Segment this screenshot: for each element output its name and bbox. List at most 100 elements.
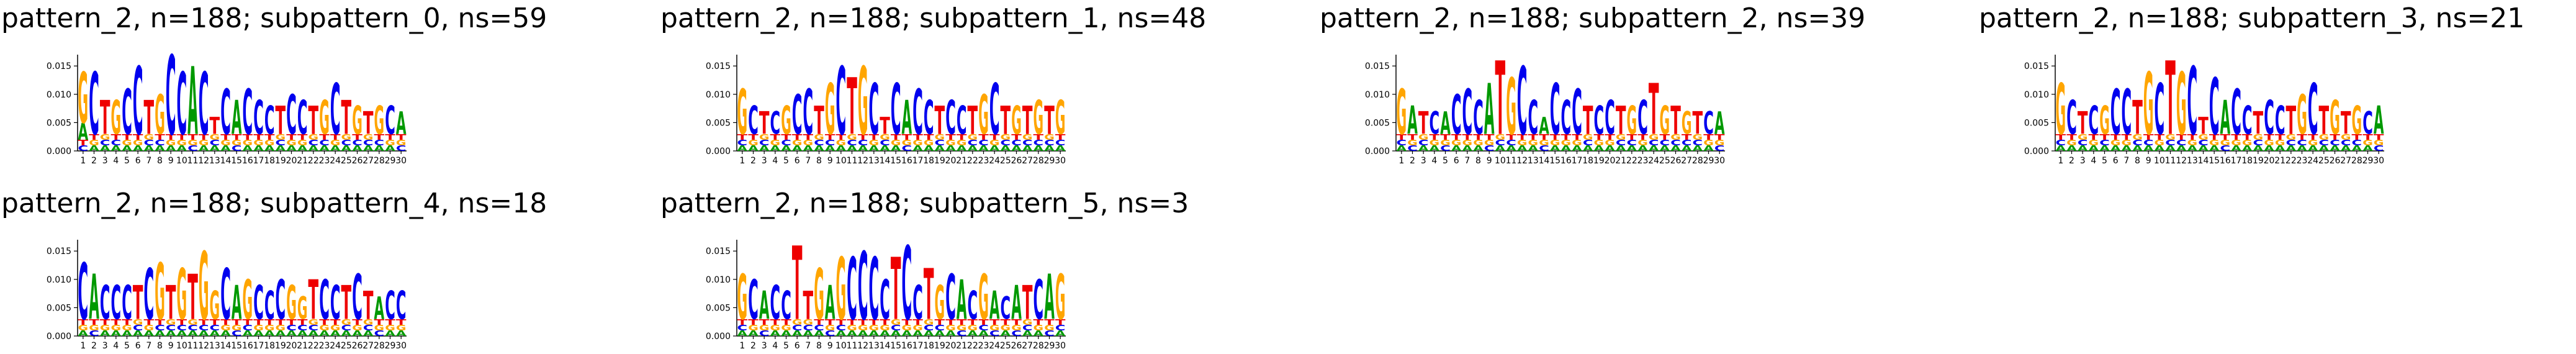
x-tick-label: 9 <box>827 156 833 166</box>
logo-letter: G <box>957 323 967 332</box>
logo-letter: A <box>2132 143 2143 153</box>
logo-letter: C <box>2176 138 2187 147</box>
logo-letter: G <box>2209 138 2220 147</box>
logo-letter: T <box>78 138 89 147</box>
logo-letter: T <box>308 98 319 143</box>
logo-letter: C <box>89 329 99 338</box>
logo-letter: C <box>759 329 770 338</box>
logo-letter: C <box>935 138 945 147</box>
logo-letter: C <box>825 138 835 147</box>
logo-letter: A <box>89 143 99 153</box>
logo-letter: C <box>385 283 395 329</box>
logo-letter: A <box>814 143 824 153</box>
logo-letter: G <box>385 323 395 332</box>
logo-letter: A <box>1044 143 1055 153</box>
logo-letter: T <box>253 317 264 327</box>
logo-letter: T <box>133 276 143 330</box>
logo-letter: G <box>781 98 791 143</box>
logo-letter: G <box>2176 55 2187 155</box>
logo-letter: G <box>935 132 945 142</box>
logo-letter: A <box>825 276 835 330</box>
logo-letter: A <box>341 329 352 338</box>
logo-letter: C <box>1055 138 1066 147</box>
logo-letter: T <box>968 317 978 327</box>
logo-letter: T <box>297 132 308 142</box>
x-tick-label: 2 <box>750 341 756 351</box>
logo-letter: A <box>319 329 330 338</box>
logo-letter: A <box>1473 143 1484 153</box>
x-tick-label: 19 <box>934 341 945 351</box>
x-tick-label: 15 <box>890 156 901 166</box>
logo-letter: A <box>2275 143 2286 153</box>
logo-letter: T <box>155 132 165 142</box>
logo-letter: G <box>737 261 748 334</box>
logo-letter: A <box>1670 143 1681 153</box>
logo-letter: C <box>1649 138 1659 147</box>
logo-letter: G <box>2198 132 2209 142</box>
logo-letter: C <box>1044 138 1055 147</box>
x-tick-label: 2 <box>2069 156 2074 166</box>
logo-letter: C <box>836 48 847 157</box>
x-tick-label: 26 <box>1670 156 1682 166</box>
logo-letter: T <box>1660 132 1670 142</box>
logo-letter: T <box>2143 132 2154 142</box>
logo-letter: A <box>759 283 770 329</box>
logo-letter: A <box>100 329 110 338</box>
x-tick-label: 11 <box>847 341 858 351</box>
logo-letter: G <box>1011 98 1022 143</box>
logo-letter: C <box>792 323 803 332</box>
x-tick-label: 17 <box>1572 156 1583 166</box>
logo-letter: T <box>1034 317 1044 327</box>
logo-letter: G <box>253 138 264 147</box>
x-tick-label: 7 <box>1464 156 1470 166</box>
logo-letter: T <box>297 317 308 327</box>
logo-letter: G <box>1714 138 1725 147</box>
logo-letter: G <box>177 255 187 336</box>
logo-letter: T <box>891 132 901 142</box>
logo-letter: G <box>1583 132 1593 142</box>
logo-letter: A <box>1034 143 1044 153</box>
x-tick-label: 12 <box>1516 156 1528 166</box>
logo-letter: T <box>2297 132 2307 142</box>
logo-panel: pattern_2, n=188; subpattern_2, ns=39 0.0… <box>1320 2 1865 166</box>
logo-letter: C <box>1693 138 1703 147</box>
logo-letter: G <box>978 261 989 334</box>
logo-letter: A <box>1462 143 1473 153</box>
logo-letter: T <box>232 317 242 327</box>
x-tick-label: 13 <box>868 341 880 351</box>
x-tick-label: 8 <box>157 156 163 166</box>
logo-letter: T <box>78 317 89 327</box>
logo-letter: C <box>2078 138 2088 147</box>
logo-letter: A <box>945 329 956 338</box>
logo-letter: G <box>286 276 297 330</box>
logo-letter: C <box>1660 138 1670 147</box>
logo-letter: G <box>1605 138 1615 147</box>
x-tick-label: 30 <box>1055 156 1066 166</box>
x-tick-label: 18 <box>1582 156 1593 166</box>
x-tick-label: 15 <box>890 341 901 351</box>
x-tick-label: 12 <box>198 341 209 351</box>
logo-letter: A <box>1418 143 1429 153</box>
x-tick-label: 13 <box>2187 156 2198 166</box>
logo-letter: T <box>286 317 297 327</box>
logo-letter: A <box>1627 143 1637 153</box>
logo-letter: A <box>166 143 176 153</box>
x-tick-label: 26 <box>352 156 363 166</box>
logo-letter: A <box>968 143 978 153</box>
logo-letter: C <box>2362 106 2373 142</box>
logo-letter: C <box>1001 291 1011 327</box>
logo-letter: A <box>396 106 407 142</box>
x-tick-label: 24 <box>1648 156 1659 166</box>
x-tick-label: 23 <box>319 156 330 166</box>
logo-letter: C <box>243 323 253 332</box>
logo-letter: C <box>264 98 275 143</box>
logo-letter: T <box>989 132 1000 142</box>
x-tick-label: 14 <box>220 156 232 166</box>
logo-letter: A <box>902 91 912 145</box>
logo-letter: G <box>2242 138 2253 147</box>
logo-letter: T <box>2275 132 2286 142</box>
logo-letter: G <box>2078 132 2088 142</box>
logo-letter: G <box>792 138 803 147</box>
logo-letter: C <box>385 98 395 143</box>
logo-letter: G <box>1055 91 1066 145</box>
